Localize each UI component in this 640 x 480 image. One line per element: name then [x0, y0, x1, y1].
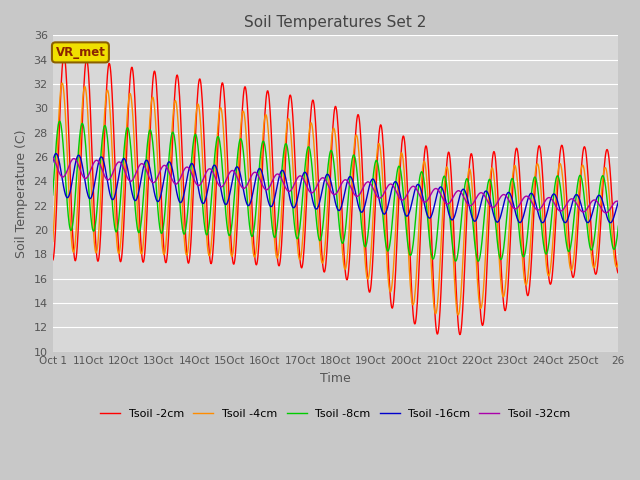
Tsoil -8cm — [358, 229, 366, 235]
Tsoil -2cm — [145, 174, 152, 180]
Tsoil -4cm — [294, 252, 302, 258]
Tsoil -8cm — [240, 153, 248, 158]
Tsoil -2cm — [294, 235, 302, 241]
Tsoil -16cm — [240, 189, 248, 194]
Tsoil -32cm — [294, 174, 302, 180]
Line: Tsoil -4cm: Tsoil -4cm — [52, 83, 618, 315]
Text: VR_met: VR_met — [56, 46, 106, 59]
Tsoil -4cm — [240, 109, 248, 115]
Tsoil -4cm — [145, 143, 152, 148]
Tsoil -2cm — [358, 162, 366, 168]
Tsoil -32cm — [602, 210, 609, 216]
Tsoil -8cm — [49, 192, 56, 198]
Tsoil -4cm — [454, 312, 462, 318]
Tsoil -8cm — [124, 126, 132, 132]
Tsoil -2cm — [240, 89, 248, 95]
Tsoil -16cm — [294, 191, 302, 197]
Tsoil -16cm — [52, 151, 60, 156]
Line: Tsoil -32cm: Tsoil -32cm — [52, 157, 618, 213]
Tsoil -32cm — [49, 155, 56, 160]
Tsoil -32cm — [614, 199, 622, 204]
Tsoil -4cm — [614, 258, 622, 264]
Tsoil -16cm — [614, 199, 622, 204]
Tsoil -4cm — [358, 207, 366, 213]
Tsoil -16cm — [49, 159, 56, 165]
Tsoil -8cm — [346, 170, 354, 176]
Tsoil -4cm — [58, 80, 66, 86]
Tsoil -2cm — [60, 53, 68, 59]
Tsoil -8cm — [56, 118, 63, 124]
Line: Tsoil -8cm: Tsoil -8cm — [52, 121, 618, 261]
Tsoil -32cm — [124, 175, 132, 181]
Line: Tsoil -16cm: Tsoil -16cm — [52, 154, 618, 223]
Tsoil -8cm — [145, 132, 152, 138]
Tsoil -32cm — [346, 182, 354, 188]
Title: Soil Temperatures Set 2: Soil Temperatures Set 2 — [244, 15, 427, 30]
Tsoil -4cm — [124, 101, 132, 107]
Tsoil -2cm — [456, 332, 464, 337]
Tsoil -8cm — [294, 233, 302, 239]
Tsoil -16cm — [358, 209, 366, 215]
Y-axis label: Soil Temperature (C): Soil Temperature (C) — [15, 129, 28, 258]
Tsoil -16cm — [607, 220, 614, 226]
Tsoil -16cm — [145, 160, 152, 166]
X-axis label: Time: Time — [320, 372, 351, 385]
Tsoil -2cm — [124, 111, 132, 117]
Tsoil -2cm — [346, 240, 354, 246]
Tsoil -32cm — [358, 188, 365, 193]
Tsoil -8cm — [474, 258, 482, 264]
Line: Tsoil -2cm: Tsoil -2cm — [52, 56, 618, 335]
Tsoil -4cm — [49, 239, 56, 244]
Legend: Tsoil -2cm, Tsoil -4cm, Tsoil -8cm, Tsoil -16cm, Tsoil -32cm: Tsoil -2cm, Tsoil -4cm, Tsoil -8cm, Tsoi… — [96, 405, 575, 423]
Tsoil -32cm — [144, 171, 152, 177]
Tsoil -4cm — [346, 205, 354, 211]
Tsoil -2cm — [49, 257, 56, 263]
Tsoil -16cm — [346, 174, 354, 180]
Tsoil -32cm — [239, 185, 247, 191]
Tsoil -16cm — [124, 168, 132, 174]
Tsoil -2cm — [614, 270, 622, 276]
Tsoil -8cm — [614, 223, 622, 229]
